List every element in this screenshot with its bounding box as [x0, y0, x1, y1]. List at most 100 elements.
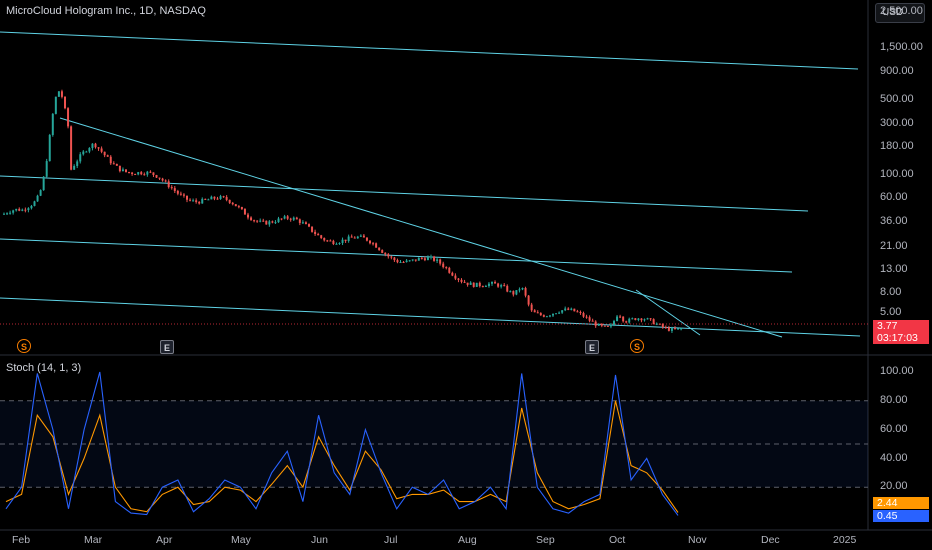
candle [646, 317, 649, 320]
split-event-icon[interactable]: S [17, 339, 31, 353]
candle [341, 237, 344, 246]
split-event-icon[interactable]: S [630, 339, 644, 353]
currency-selector[interactable]: USD [875, 3, 925, 23]
stoch-axis-label: 60.00 [880, 423, 908, 435]
candle [561, 310, 564, 314]
candle [280, 218, 283, 221]
x-axis-label: Mar [84, 534, 103, 546]
candle [606, 325, 609, 327]
candle [317, 232, 320, 236]
candle [655, 322, 658, 326]
candle [30, 204, 33, 210]
candle [420, 256, 423, 260]
candle [170, 185, 173, 190]
candle [314, 229, 317, 236]
candle [451, 271, 454, 277]
candle [179, 191, 182, 196]
candle [79, 152, 82, 164]
price-axis-label: 300.00 [880, 117, 914, 129]
candle [240, 206, 243, 210]
candle [436, 257, 439, 263]
stoch-d-line [5, 400, 679, 513]
candle [201, 197, 204, 204]
price-axis-label: 5.00 [880, 306, 902, 318]
candle [475, 282, 478, 288]
candle [277, 216, 280, 223]
candle [530, 302, 533, 312]
candle [491, 281, 493, 286]
candle [326, 239, 329, 242]
candle [533, 309, 536, 313]
candle [619, 314, 622, 319]
candle [228, 199, 231, 205]
x-axis-label: Dec [761, 534, 780, 546]
candle [182, 193, 185, 198]
candle [259, 218, 262, 223]
price-axis-label: 2,500.00 [880, 5, 923, 17]
candle [195, 198, 198, 204]
candle [24, 207, 27, 213]
candle [558, 311, 561, 314]
candle [567, 307, 570, 311]
price-axis-label: 36.00 [880, 215, 908, 227]
price-axis-label: 8.00 [880, 286, 902, 298]
candle [88, 147, 91, 154]
candle [143, 172, 146, 176]
price-axis-label: 100.00 [880, 168, 914, 180]
candle [539, 312, 542, 316]
candle [521, 287, 524, 291]
candle [426, 255, 429, 261]
candle [509, 290, 512, 293]
candle [417, 257, 420, 261]
candle [603, 325, 606, 327]
candle [597, 323, 600, 326]
candle [515, 290, 518, 296]
candle [15, 208, 18, 212]
candle [33, 200, 36, 207]
candle [219, 194, 222, 200]
candle [39, 189, 42, 197]
earnings-event-icon[interactable]: E [160, 340, 174, 354]
candle [631, 317, 634, 320]
candle [308, 223, 310, 228]
candle [332, 239, 335, 246]
trendline [635, 289, 701, 336]
candle [3, 212, 5, 215]
candle [600, 323, 603, 328]
x-axis-label: Sep [536, 534, 555, 546]
stoch-axis-label: 40.00 [880, 452, 908, 464]
candle [378, 247, 381, 251]
candle [247, 212, 249, 220]
candle [271, 220, 274, 224]
candle [274, 220, 277, 225]
candle [48, 133, 51, 162]
candle [292, 216, 295, 222]
candle [67, 107, 70, 129]
price-axis-label: 500.00 [880, 93, 914, 105]
candle [402, 261, 405, 264]
candle [369, 240, 371, 245]
candle [564, 306, 567, 312]
candle [503, 283, 506, 287]
candle [94, 142, 97, 149]
candle [463, 279, 466, 283]
candle [576, 309, 579, 313]
earnings-event-icon[interactable]: E [585, 340, 599, 354]
candle [42, 175, 45, 191]
candle [115, 163, 118, 166]
candle [70, 125, 73, 171]
candle [460, 278, 463, 284]
trendline [0, 297, 861, 337]
candle [338, 242, 341, 245]
trendline [0, 238, 793, 273]
candle [484, 284, 487, 288]
candle [198, 201, 201, 205]
candle [448, 266, 451, 274]
price-axis-label: 900.00 [880, 65, 914, 77]
candle [210, 195, 213, 200]
candle [579, 310, 582, 315]
candle [289, 217, 292, 222]
candle [298, 218, 301, 226]
candle [408, 260, 411, 262]
